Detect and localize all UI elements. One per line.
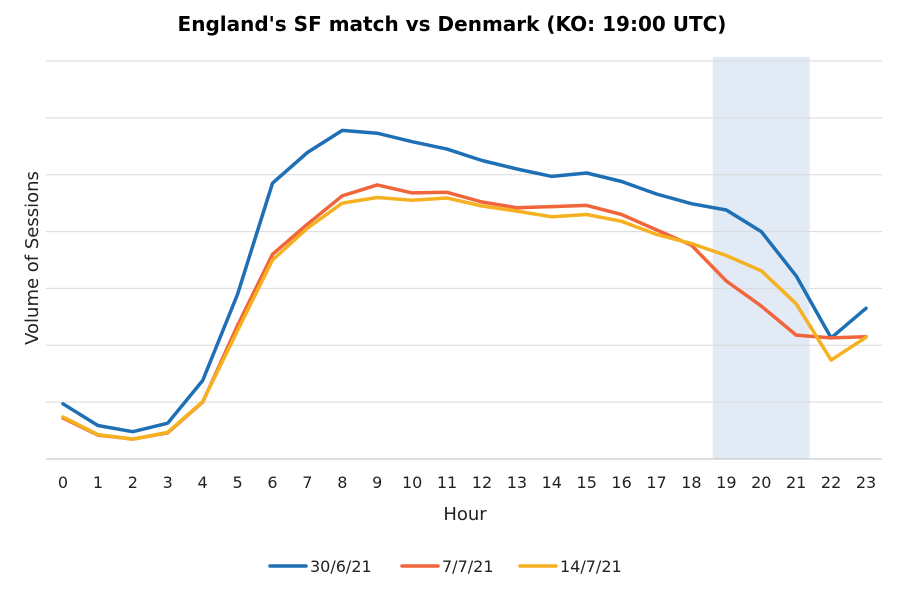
x-tick-label: 10	[402, 473, 422, 492]
x-tick-label: 0	[58, 473, 68, 492]
y-axis-title: Volume of Sessions	[22, 171, 43, 345]
x-tick-label: 15	[577, 473, 597, 492]
x-tick-label: 22	[821, 473, 841, 492]
x-tick-label: 3	[163, 473, 173, 492]
x-tick-label: 1	[93, 473, 103, 492]
kickoff-highlight-band	[712, 57, 810, 459]
legend: 30/6/21 7/7/21 14/7/21	[268, 557, 622, 576]
x-tick-label: 21	[786, 473, 806, 492]
x-tick-label: 13	[507, 473, 527, 492]
chart-title: England's SF match vs Denmark (KO: 19:00…	[177, 12, 727, 36]
x-tick-label: 6	[267, 473, 277, 492]
series-line-1	[61, 128, 868, 434]
x-tick-label: 4	[198, 473, 208, 492]
x-tick-label: 18	[681, 473, 701, 492]
x-tick-label: 5	[232, 473, 242, 492]
x-tick-label: 8	[337, 473, 347, 492]
x-tick-label: 17	[646, 473, 666, 492]
series-line-3	[61, 195, 868, 441]
legend-label: 7/7/21	[442, 557, 494, 576]
x-tick-label: 14	[542, 473, 562, 492]
x-tick-label: 16	[611, 473, 631, 492]
x-tick-label: 23	[856, 473, 876, 492]
x-tick-label: 7	[302, 473, 312, 492]
x-tick-label: 12	[472, 473, 492, 492]
legend-label: 30/6/21	[310, 557, 372, 576]
x-tick-label: 9	[372, 473, 382, 492]
x-tick-label: 2	[128, 473, 138, 492]
x-tick-label: 11	[437, 473, 457, 492]
x-tick-label: 20	[751, 473, 771, 492]
x-axis-title: Hour	[443, 504, 487, 525]
legend-label: 14/7/21	[560, 557, 622, 576]
x-tick-label: 19	[716, 473, 736, 492]
